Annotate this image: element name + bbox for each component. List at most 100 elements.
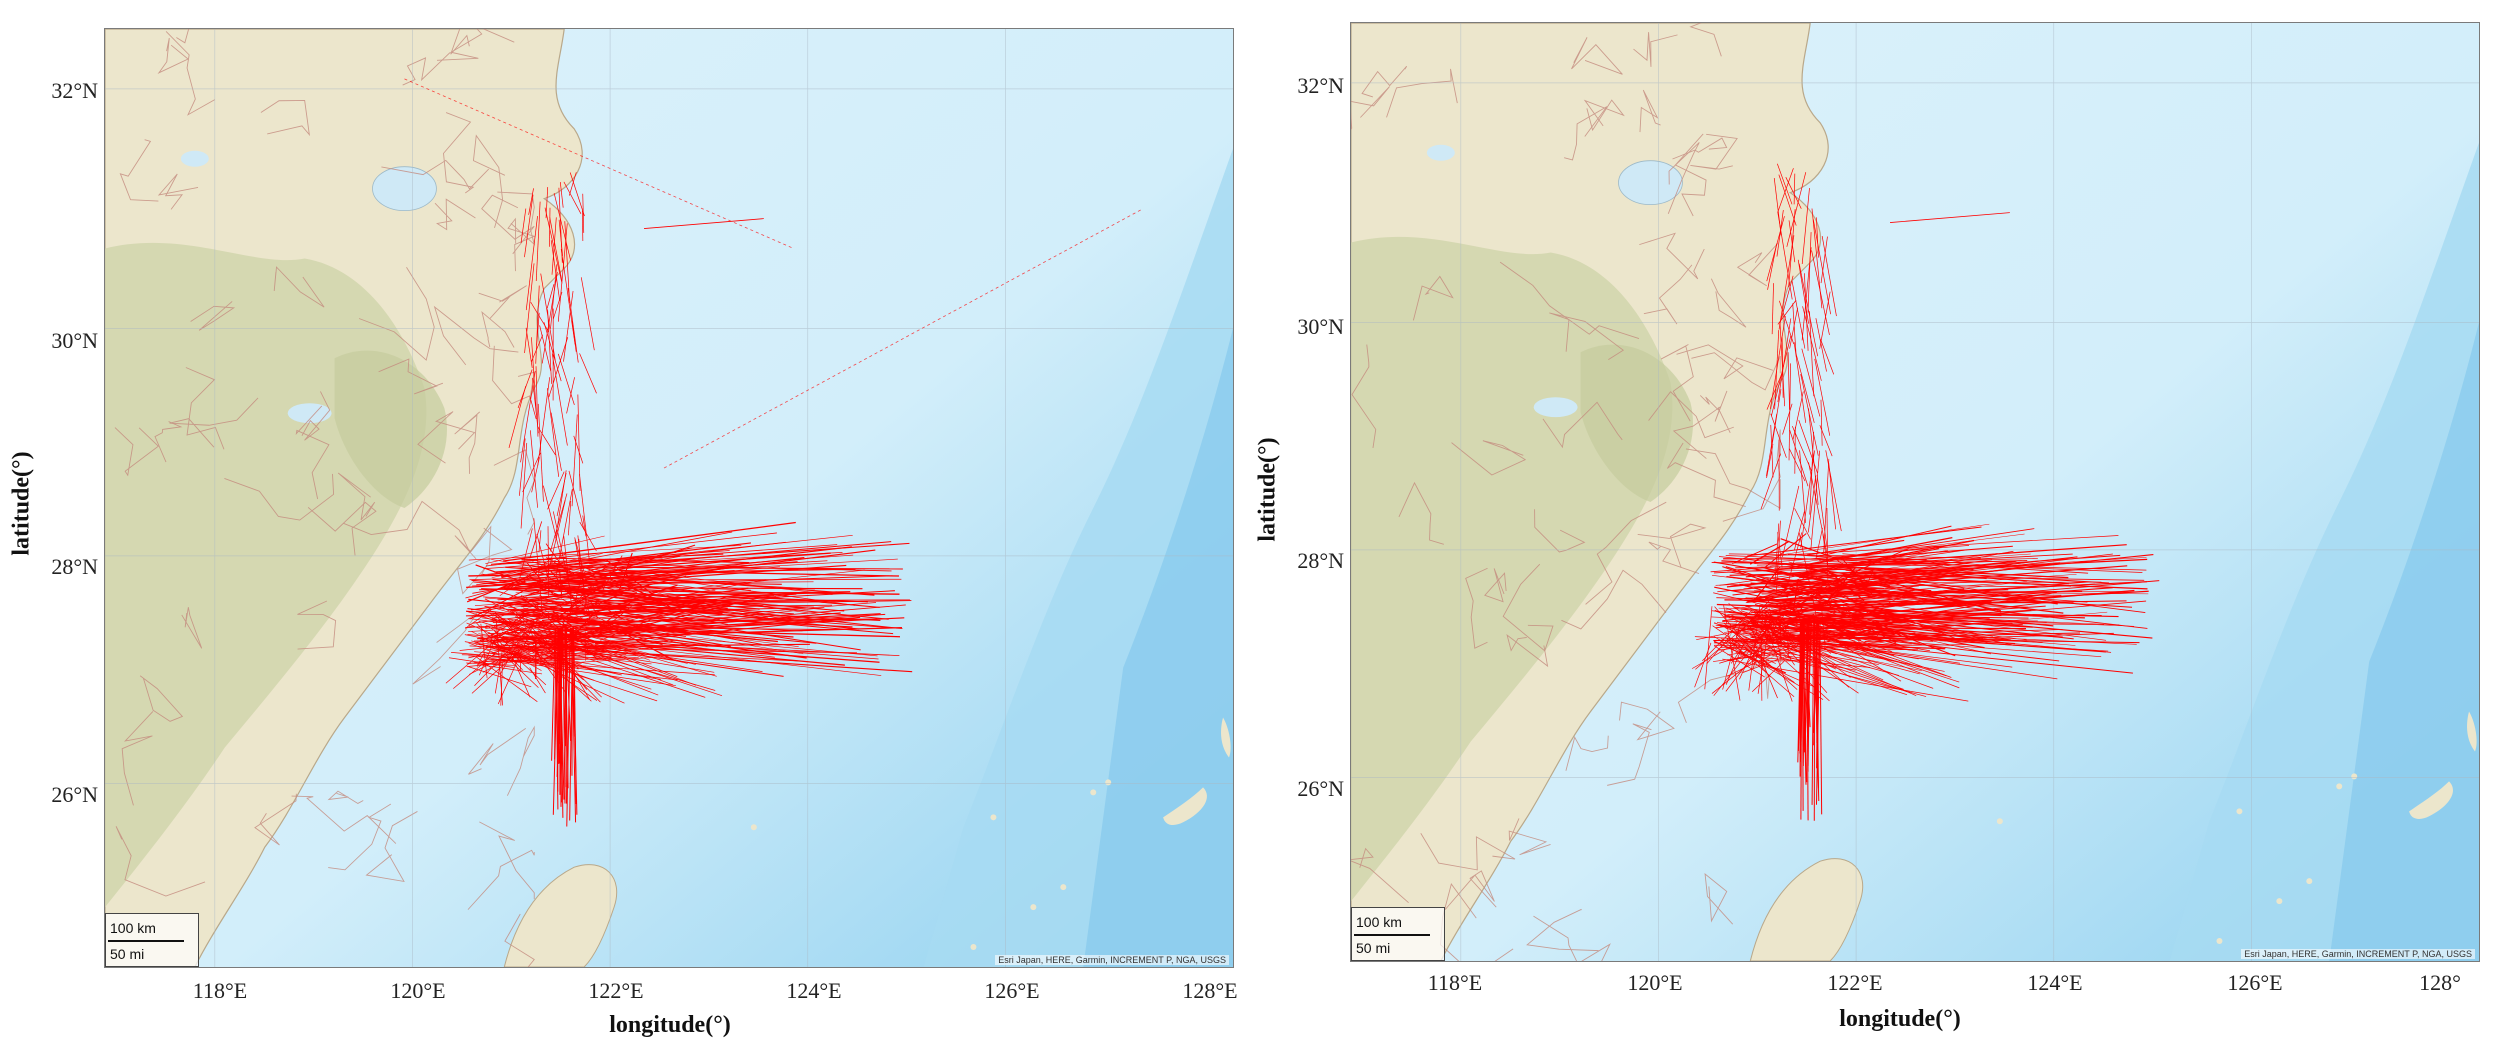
road (1648, 391, 1734, 439)
ship-track (1777, 211, 1793, 300)
road (1451, 440, 1527, 476)
ship-track (570, 627, 576, 737)
ship-track (1719, 556, 1817, 568)
ship-track (550, 412, 562, 471)
road (337, 472, 376, 521)
road (1633, 32, 1678, 67)
map-attribution: Esri Japan, HERE, Garmin, INCREMENT P, N… (2241, 949, 2475, 959)
ship-track (1797, 259, 1809, 324)
ship-track (1775, 520, 1781, 593)
ship-track (1807, 232, 1812, 313)
ship-track (1848, 608, 2002, 617)
ship-track (524, 194, 534, 258)
lat-tick-label: 32°N (1297, 73, 1344, 98)
right-map-frame: 100 km 50 mi Esri Japan, HERE, Garmin, INC… (1350, 22, 2480, 962)
ship-track (1804, 567, 2058, 605)
ship-track (553, 192, 572, 261)
ship-track (563, 290, 574, 362)
ship-track (1770, 413, 1787, 458)
road-network (114, 29, 536, 967)
ship-track (1769, 533, 2025, 567)
scale-bar: 100 km 50 mi (105, 913, 199, 967)
ship-track (1742, 656, 1787, 673)
ship-track (1798, 263, 1819, 357)
road (154, 421, 183, 463)
lon-tick-label: 118°E (192, 978, 248, 1003)
ship-track (508, 564, 847, 591)
ship-track (1780, 576, 1844, 607)
ship-track (1863, 574, 2002, 613)
ship-track (1739, 583, 1789, 598)
road (224, 473, 335, 521)
ship-track (1804, 273, 1809, 351)
road (114, 427, 159, 477)
lon-tick-label: 128° (2419, 970, 2461, 995)
ship-track (537, 641, 632, 652)
ship-track (529, 430, 538, 508)
ship-track (1776, 544, 2127, 571)
graticule (105, 29, 1233, 967)
road (478, 285, 527, 319)
ship-track (1732, 543, 1778, 564)
ship-track (1841, 618, 1868, 636)
island (1105, 779, 1112, 786)
road (454, 411, 481, 474)
road (254, 793, 297, 846)
ship-track (501, 659, 678, 681)
ship-track (1845, 545, 2013, 560)
ship-track (1745, 601, 2042, 607)
ship-track (1815, 621, 1821, 805)
road (1722, 429, 1781, 522)
ship-track (1788, 220, 1796, 263)
ship-track (486, 648, 523, 656)
road (507, 217, 536, 272)
road (381, 159, 490, 190)
ship-track (532, 652, 627, 655)
ship-track (466, 622, 541, 656)
ship-track (546, 284, 555, 309)
road (1361, 65, 1408, 98)
ship-track (513, 552, 568, 589)
ship-track (552, 291, 563, 320)
lon-tick-label: 126°E (984, 978, 1040, 1003)
road (358, 267, 435, 361)
road (328, 803, 392, 871)
ship-track (481, 588, 868, 603)
ship-track (1780, 578, 1843, 587)
ship-track (589, 563, 892, 572)
ship-track (578, 539, 581, 566)
ship-track (467, 646, 607, 665)
ship-track (1776, 210, 1784, 257)
ship-track (469, 583, 538, 620)
ship-track (1802, 306, 1822, 381)
ship-track (522, 452, 541, 493)
island (1090, 789, 1097, 796)
road (479, 821, 535, 900)
graticule (1351, 23, 2479, 961)
ship-track (579, 521, 597, 552)
ship-track (556, 472, 567, 517)
island (1060, 884, 1067, 891)
ship-track (568, 172, 577, 196)
ship-track (1808, 554, 2154, 591)
ship-track (575, 613, 881, 631)
road (1561, 569, 1667, 630)
ship-track (539, 325, 552, 372)
ship-track (508, 569, 865, 609)
ship-track (610, 599, 910, 602)
road (190, 301, 236, 331)
road (165, 31, 216, 116)
road (1666, 442, 1746, 507)
lat-tick-label: 30°N (51, 328, 98, 353)
lon-tick-label: 118°E (1427, 970, 1483, 995)
ship-track (1727, 636, 1746, 657)
island (2216, 938, 2223, 945)
road (1398, 481, 1444, 545)
ship-track (496, 557, 805, 591)
ship-track (1765, 616, 1946, 650)
ship-track (1729, 569, 1974, 576)
left-map-panel: 100 km 50 mi Esri Japan, HERE, Garmin, INC… (0, 0, 1240, 1057)
road (1639, 89, 1661, 133)
ship-track (1759, 590, 2083, 594)
road (1672, 390, 1728, 459)
